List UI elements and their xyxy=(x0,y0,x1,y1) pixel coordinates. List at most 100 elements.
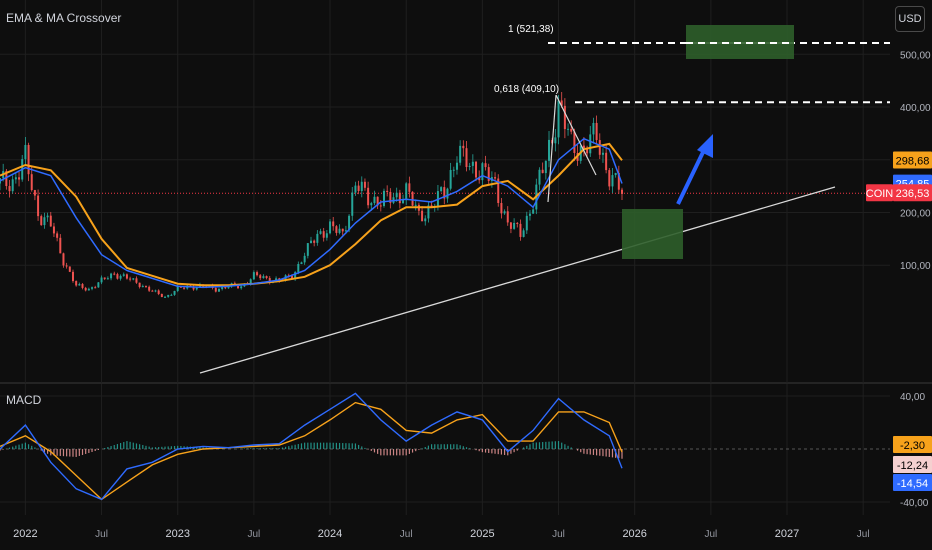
candle-body xyxy=(516,222,519,224)
candle-body xyxy=(573,131,576,153)
candle-body xyxy=(357,185,360,191)
candle-body xyxy=(500,203,503,214)
candle-body xyxy=(519,223,522,237)
time-axis-tick: Jul xyxy=(400,529,413,540)
ema-line xyxy=(0,137,623,289)
candle-body xyxy=(195,286,198,290)
price-axis-tick: 500,00 xyxy=(900,50,931,61)
candle-body xyxy=(40,216,43,226)
candle-body xyxy=(214,287,217,292)
last-price-badge: 236,53 xyxy=(896,188,930,200)
candle-body xyxy=(360,181,363,191)
fib-leg-line xyxy=(555,94,597,176)
candle-body xyxy=(43,217,46,226)
candle-body xyxy=(14,177,17,180)
candle-body xyxy=(265,276,268,279)
macd-axis-tick: -40,00 xyxy=(900,498,929,509)
candle-body xyxy=(33,190,36,196)
candle-body xyxy=(5,171,8,187)
last-price-badge-bg xyxy=(893,184,932,202)
candle-body xyxy=(100,277,103,283)
candle-body xyxy=(154,290,157,292)
candle-body xyxy=(471,161,474,166)
candle-body xyxy=(319,231,322,234)
candle-body xyxy=(68,266,71,272)
candle-body xyxy=(503,211,506,214)
candle-body xyxy=(497,178,500,204)
candle-body xyxy=(621,189,623,194)
time-axis-tick: 2022 xyxy=(13,528,37,540)
candle-body xyxy=(148,286,151,291)
candle-body xyxy=(386,190,389,192)
grid xyxy=(0,0,890,515)
candle-body xyxy=(487,167,490,181)
candle-body xyxy=(354,185,357,193)
candle-body xyxy=(408,183,411,192)
time-axis-tick: Jul xyxy=(247,529,260,540)
candle-body xyxy=(335,226,338,233)
candle-body xyxy=(484,163,487,168)
macd-value-badge-bg xyxy=(893,474,932,491)
candle-body xyxy=(395,192,398,198)
candle-body xyxy=(56,233,59,238)
candle-body xyxy=(221,286,224,290)
candle-body xyxy=(468,165,471,168)
candle-body xyxy=(240,286,243,289)
time-axis-tick: 2025 xyxy=(470,528,494,540)
candle-body xyxy=(237,285,240,289)
time-axis-tick: 2023 xyxy=(165,528,189,540)
candle-body xyxy=(8,186,11,192)
currency-button[interactable]: USD xyxy=(895,6,925,32)
candle-body xyxy=(46,215,49,218)
candle-body xyxy=(303,255,306,263)
candle-body xyxy=(138,282,141,287)
candle-body xyxy=(160,293,163,298)
candle-body xyxy=(310,240,312,244)
candle-body xyxy=(151,290,154,292)
fib-1-label: 1 (521,38) xyxy=(508,24,554,35)
candle-body xyxy=(37,195,40,217)
candle-body xyxy=(141,286,144,288)
candle-body xyxy=(427,205,430,219)
indicator-title[interactable]: EMA & MA Crossover xyxy=(6,11,122,25)
candle-body xyxy=(344,230,347,232)
candle-body xyxy=(135,278,138,283)
candle-body xyxy=(611,175,614,187)
candle-body xyxy=(18,177,21,180)
macd-value-badge: -14,54 xyxy=(897,478,928,490)
candle-body xyxy=(65,265,68,267)
trendline xyxy=(199,186,836,374)
candle-body xyxy=(563,105,566,130)
candle-body xyxy=(316,233,319,243)
candle-body xyxy=(71,271,74,282)
candle-body xyxy=(62,253,65,266)
macd-signal-line xyxy=(0,401,623,501)
time-axis-tick: Jul xyxy=(95,529,108,540)
candle-body xyxy=(173,290,176,295)
candle-body xyxy=(398,192,401,204)
candle-body xyxy=(494,177,497,179)
macd-line xyxy=(0,392,623,501)
candle-body xyxy=(586,148,589,154)
candle-body xyxy=(522,230,525,237)
candle-body xyxy=(614,172,617,176)
candle-body xyxy=(325,233,328,238)
candle-body xyxy=(52,226,55,234)
candle-body xyxy=(462,145,465,149)
time-axis-tick: 2024 xyxy=(318,528,342,540)
candle-body xyxy=(605,152,608,171)
time-axis-tick: Jul xyxy=(857,529,870,540)
candle-body xyxy=(157,290,160,294)
macd-title[interactable]: MACD xyxy=(6,393,42,407)
candle-body xyxy=(27,144,30,175)
candle-body xyxy=(294,272,297,280)
macd-histogram-badge-bg xyxy=(893,456,932,473)
entry-box xyxy=(622,209,683,259)
candle-body xyxy=(363,181,366,188)
ma-line xyxy=(0,142,623,287)
candle-body xyxy=(528,213,531,216)
candle-body xyxy=(449,170,452,189)
candle-body xyxy=(446,188,449,199)
candle-body xyxy=(313,240,316,243)
